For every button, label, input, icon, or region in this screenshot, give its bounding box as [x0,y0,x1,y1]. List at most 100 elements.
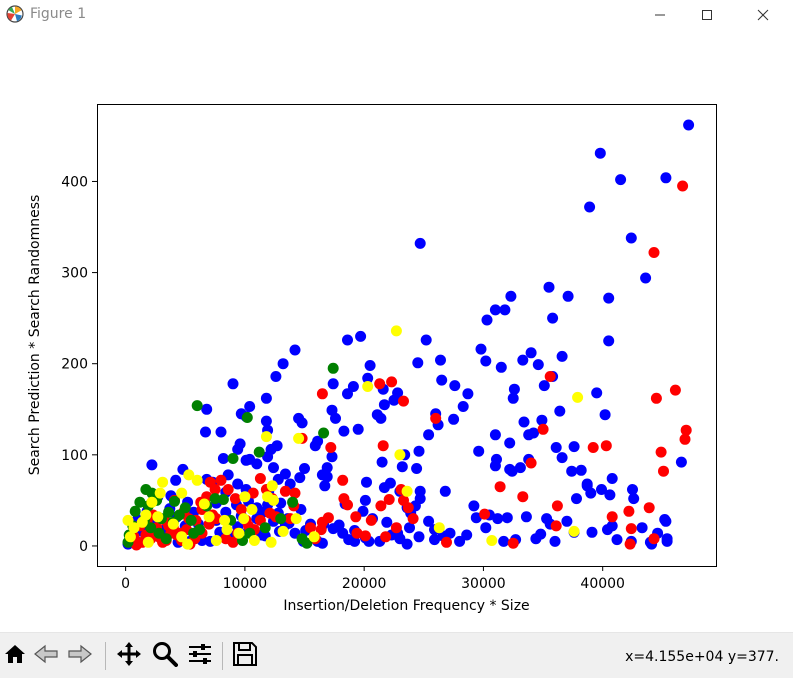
scatter-point-red [390,522,402,534]
scatter-point-blue [316,469,328,481]
scatter-point-green [185,514,197,526]
pan-button[interactable] [115,642,143,670]
scatter-point-blue [413,445,425,457]
scatter-point-blue [627,484,638,495]
scatter-point-red [229,493,241,505]
scatter-point-yellow [203,511,215,523]
scatter-point-blue [495,361,507,373]
scatter-point-green [327,362,339,374]
scatter-point-red [587,442,599,453]
scatter-point-red [264,507,276,519]
scatter-point-red [680,424,692,436]
scatter-points [122,119,695,551]
scatter-point-red [351,527,363,539]
forward-button[interactable] [66,642,94,670]
scatter-point-blue [277,358,289,370]
scatter-point-blue [683,119,695,131]
scatter-point-blue [585,487,597,499]
cursor-coordinates: x=4.155e+04 y=377. [625,649,779,665]
scatter-point-red [600,440,612,452]
scatter-point-red [316,388,328,400]
scatter-point-blue [326,404,338,416]
scatter-point-blue [606,520,618,532]
scatter-point-blue [359,494,371,506]
scatter-point-yellow [293,432,305,444]
scatter-point-red [350,511,362,523]
scatter-point-red [398,395,409,407]
configure-subplots-button[interactable] [186,642,214,670]
minimize-button[interactable] [637,0,683,30]
minimize-icon [654,9,666,21]
scatter-point-blue [388,394,400,406]
zoom-button[interactable] [151,642,179,670]
close-button[interactable] [740,0,786,30]
x-axis-ticks: 0 10000 20000 30000 40000 [121,566,625,592]
scatter-point-blue [603,292,615,304]
scatter-point-green [253,446,265,458]
scatter-point-yellow [219,514,231,526]
scatter-point-blue [378,399,390,411]
scatter-point-yellow [146,496,158,508]
scatter-point-blue [611,534,623,546]
scatter-point-red [377,440,389,452]
scatter-point-red [365,514,377,526]
scatter-point-blue [594,147,606,159]
scatter-point-green [287,496,299,508]
scatter-point-blue [342,334,353,346]
scatter-point-blue [352,423,364,435]
figure-canvas[interactable]: 0 10000 20000 30000 40000 0 100 200 300 400 Inse… [0,30,793,632]
scatter-point-blue [517,354,529,366]
scatter-point-blue [454,535,466,547]
back-button[interactable] [32,642,60,670]
matplotlib-logo-icon [6,5,24,23]
scatter-point-red [380,531,392,543]
scatter-point-yellow [238,513,250,525]
zoom-icon [152,641,178,671]
scatter-point-red [650,392,662,404]
scatter-point-yellow [266,480,278,492]
scatter-point-blue [523,429,535,441]
scatter-point-red [648,247,660,258]
scatter-point-blue [596,484,607,495]
scatter-point-blue [556,452,568,464]
scatter-point-green [188,527,200,539]
scatter-point-yellow [486,535,498,546]
scatter-point-blue [615,174,627,186]
scatter-point-red [643,502,655,514]
y-tick-label: 0 [79,539,88,555]
scatter-point-yellow [182,538,194,550]
y-tick-label: 300 [61,266,88,282]
scatter-point-blue [343,534,355,546]
configure-subplots-icon [187,641,213,671]
scatter-point-blue [475,343,487,355]
scatter-point-blue [338,425,350,437]
scatter-point-green [163,506,175,518]
scatter-point-yellow [128,522,140,534]
scatter-point-blue [660,515,672,527]
scatter-point-blue [492,513,504,525]
scatter-point-blue [561,515,573,527]
home-button[interactable] [1,642,29,670]
scatter-point-yellow [394,449,406,461]
toolbar-separator [222,642,223,670]
scatter-point-blue [489,460,501,472]
scatter-point-blue [260,392,272,404]
scatter-point-blue [661,533,673,545]
toolbar-separator [105,642,106,670]
scatter-point-green [134,496,146,508]
scatter-point-green [129,505,141,517]
scatter-point-blue [170,474,182,486]
scatter-point-blue [508,383,520,395]
scatter-point-yellow [265,536,277,548]
scatter-point-blue [439,485,451,497]
scatter-point-blue [244,401,256,412]
scatter-point-blue [470,512,482,524]
scatter-point-blue [468,500,480,512]
scatter-point-red [494,481,506,493]
scatter-point-blue [279,468,291,480]
save-button[interactable] [231,642,259,670]
maximize-button[interactable] [684,0,730,30]
close-icon [757,9,769,21]
scatter-point-red [655,446,667,458]
scatter-point-blue [625,232,637,244]
